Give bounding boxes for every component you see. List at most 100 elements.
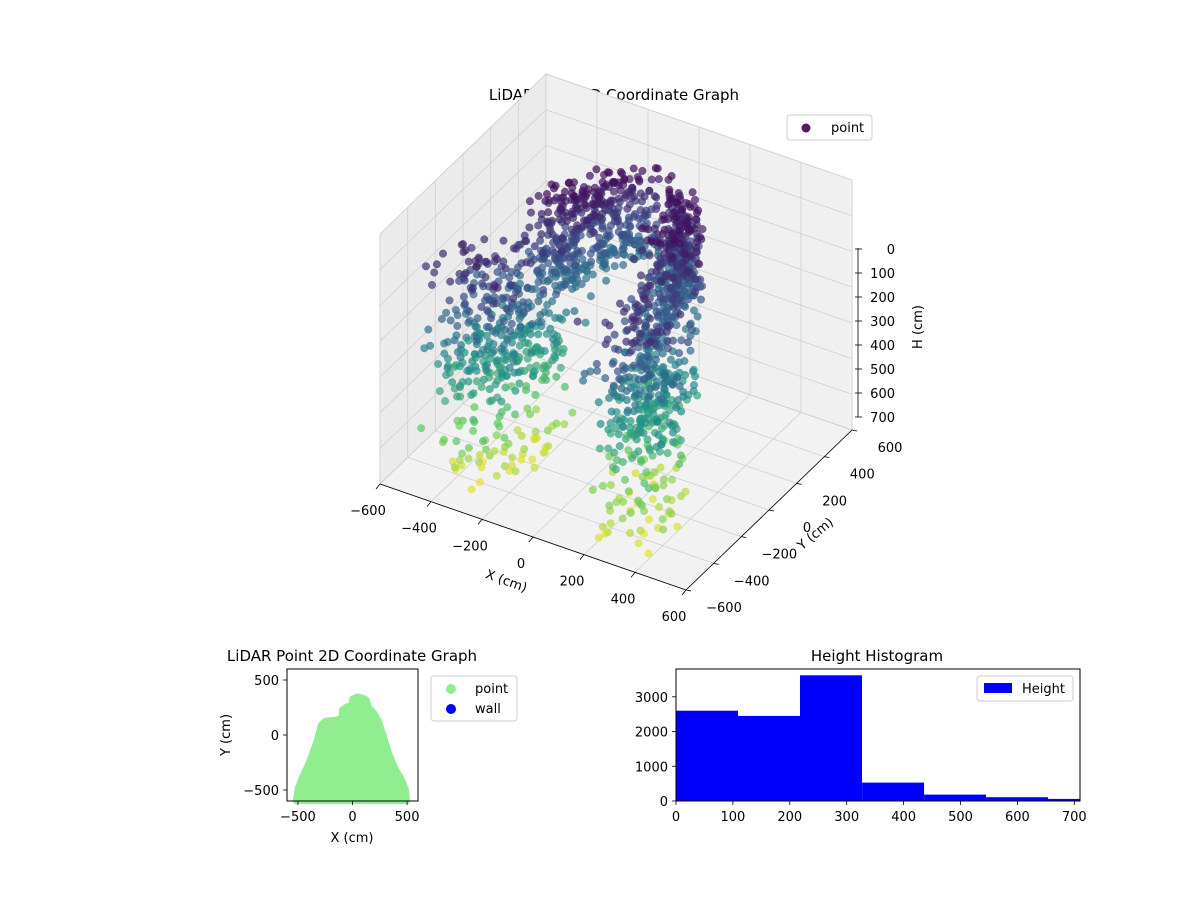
- chart-3d-point: [430, 268, 439, 277]
- chart-3d-point: [677, 492, 686, 501]
- chart-3d-point: [495, 412, 504, 421]
- chart-3d-point: [464, 443, 473, 452]
- chart-3d-point: [459, 248, 468, 257]
- chart-3d-point: [634, 447, 643, 456]
- chart-3d-point: [656, 260, 665, 269]
- histogram-title: Height Histogram: [811, 647, 943, 665]
- chart-2d-y-tick-label: 0: [271, 729, 279, 744]
- chart-3d-point: [453, 347, 462, 357]
- chart-3d-points: [417, 164, 707, 558]
- chart-3d-point: [605, 321, 614, 330]
- chart-3d-point: [669, 303, 678, 312]
- chart-3d-point: [643, 352, 652, 361]
- chart-3d-point: [654, 311, 663, 320]
- chart-3d-point: [445, 296, 454, 305]
- chart-3d-point: [588, 485, 597, 494]
- chart-3d-point: [624, 372, 633, 382]
- chart-3d-point: [676, 310, 685, 319]
- chart-3d-point: [595, 444, 604, 453]
- chart-3d-point: [662, 495, 671, 504]
- histogram-x-tick-label: 600: [1005, 810, 1030, 825]
- chart-3d-x-tick-label: −600: [350, 504, 386, 519]
- chart-3d-x-tick-label: 0: [517, 557, 525, 572]
- chart-3d-point: [532, 405, 541, 414]
- chart-3d-point: [481, 273, 490, 282]
- chart-3d-point: [634, 496, 643, 505]
- chart-3d-point: [523, 354, 532, 363]
- chart-3d-point: [676, 451, 685, 460]
- chart-3d-point: [570, 261, 579, 270]
- chart-3d-point: [469, 426, 478, 435]
- chart-3d-point: [638, 246, 647, 255]
- histogram-x-tick-label: 400: [891, 810, 916, 825]
- chart-3d-point: [514, 368, 523, 377]
- chart-3d-point: [525, 410, 535, 419]
- chart-3d-point: [455, 382, 464, 391]
- chart-3d-point: [586, 292, 595, 301]
- chart-3d-point: [661, 271, 670, 280]
- chart-3d-point: [526, 208, 536, 217]
- chart-3d-point: [446, 277, 455, 286]
- chart-3d-point: [645, 515, 654, 524]
- chart-3d-legend-marker: [801, 123, 811, 133]
- chart-3d-point: [478, 279, 487, 288]
- chart-3d-point: [534, 221, 543, 230]
- chart-3d-point: [581, 201, 590, 210]
- chart-3d-point: [698, 225, 707, 234]
- chart-3d-point: [621, 190, 630, 200]
- chart-3d-x-tick-mark: [477, 519, 483, 525]
- chart-3d-point: [631, 469, 640, 478]
- chart-3d-point: [524, 339, 533, 348]
- chart-2d-y-tick-label: −500: [243, 784, 279, 799]
- chart-3d-point: [629, 254, 638, 263]
- histogram-bar: [986, 797, 1049, 801]
- chart-3d-point: [503, 403, 512, 412]
- chart-3d-point: [475, 478, 484, 487]
- chart-3d-point: [540, 373, 549, 382]
- chart-3d-point: [602, 276, 611, 285]
- chart-3d-point: [451, 305, 460, 315]
- chart-3d-point: [504, 439, 513, 448]
- chart-3d-point: [459, 292, 468, 301]
- chart-3d-point: [480, 235, 489, 244]
- chart-3d-point: [493, 267, 502, 277]
- chart-3d-point: [662, 327, 671, 336]
- chart-3d-point: [675, 226, 684, 236]
- chart-3d-point: [544, 259, 553, 268]
- chart-3d-point: [493, 356, 502, 365]
- chart-3d-point: [636, 359, 645, 368]
- chart-3d-point: [625, 528, 635, 538]
- chart-3d-point: [530, 463, 539, 472]
- chart-3d-point: [592, 359, 601, 368]
- chart-3d-point: [660, 370, 670, 379]
- chart-3d-point: [680, 287, 689, 296]
- histogram-bar: [676, 710, 738, 801]
- chart-3d-point: [594, 533, 603, 542]
- chart-3d-point: [556, 363, 565, 372]
- chart-3d-point: [656, 463, 665, 472]
- chart-3d-point: [468, 357, 477, 366]
- chart-3d-point: [665, 418, 674, 427]
- chart-3d-point: [610, 330, 619, 339]
- histogram-bars: [676, 675, 1080, 801]
- chart-3d-point: [622, 337, 631, 346]
- chart-3d-point: [479, 375, 488, 384]
- chart-3d-point: [530, 242, 539, 251]
- chart-3d-point: [472, 262, 481, 271]
- chart-3d-point: [598, 178, 607, 187]
- chart-3d-point: [455, 269, 464, 278]
- chart-3d-point: [539, 286, 548, 295]
- chart-3d-point: [635, 330, 644, 339]
- chart-3d-point: [672, 403, 681, 412]
- chart-3d-point: [548, 297, 557, 306]
- chart-3d-point: [597, 200, 606, 209]
- chart-3d-point: [681, 219, 690, 228]
- chart-3d-point: [666, 355, 675, 364]
- chart-3d-point: [690, 287, 700, 296]
- histogram-bar: [800, 675, 862, 801]
- chart-3d-point: [544, 218, 553, 227]
- chart-3d-point: [509, 294, 518, 303]
- chart-3d-point: [690, 372, 700, 381]
- chart-3d-point: [538, 248, 547, 257]
- chart-3d-y-tick-mark: [768, 509, 775, 512]
